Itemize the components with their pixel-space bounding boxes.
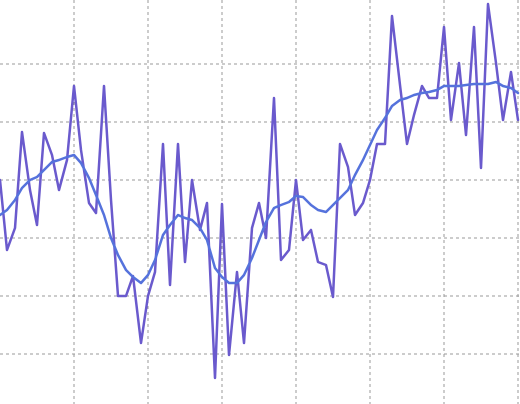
line-series bbox=[0, 2, 520, 380]
line-series bbox=[0, 80, 520, 285]
